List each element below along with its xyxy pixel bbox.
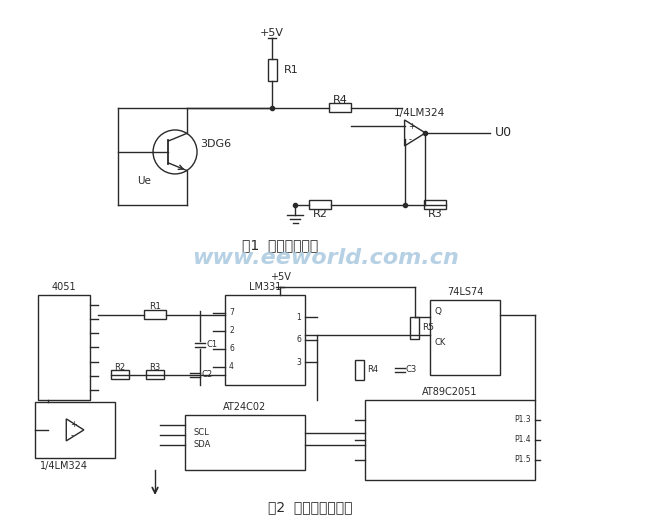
Text: 4: 4: [229, 363, 234, 371]
Text: 2: 2: [229, 326, 234, 336]
FancyBboxPatch shape: [424, 200, 446, 209]
Bar: [38, 295, 90, 400]
Text: 7: 7: [229, 308, 234, 318]
Text: SDA: SDA: [193, 440, 211, 450]
Bar: [35, 402, 115, 458]
Text: AT24C02: AT24C02: [224, 402, 267, 412]
Text: -: -: [70, 431, 73, 440]
Text: C3: C3: [406, 365, 417, 375]
Text: R4: R4: [367, 365, 378, 375]
Text: 图1  测量放大电路: 图1 测量放大电路: [242, 238, 318, 252]
Text: U0: U0: [495, 126, 512, 139]
Text: 6: 6: [229, 344, 234, 353]
Text: C1: C1: [206, 340, 217, 350]
FancyBboxPatch shape: [329, 104, 351, 112]
Text: www.eeworld.com.cn: www.eeworld.com.cn: [192, 248, 460, 268]
Text: P1.3: P1.3: [514, 415, 531, 424]
Bar: [225, 295, 305, 385]
Text: R5: R5: [422, 323, 434, 333]
Text: R1: R1: [284, 65, 299, 75]
FancyBboxPatch shape: [111, 370, 129, 379]
Text: R2: R2: [115, 364, 126, 372]
Text: 3: 3: [296, 358, 301, 367]
Text: Ue: Ue: [137, 176, 151, 186]
Bar: [430, 300, 500, 375]
Text: R4: R4: [333, 95, 348, 105]
Text: +5V: +5V: [269, 272, 290, 282]
Text: 1/4LM324: 1/4LM324: [394, 108, 445, 118]
Text: P1.4: P1.4: [514, 436, 531, 444]
Text: P1.5: P1.5: [514, 455, 531, 464]
Text: -: -: [409, 135, 411, 144]
Text: 1/4LM324: 1/4LM324: [40, 461, 88, 471]
Bar: [365, 400, 535, 480]
Text: CK: CK: [435, 338, 447, 347]
FancyBboxPatch shape: [144, 310, 166, 320]
Text: 1: 1: [296, 313, 301, 322]
Text: 3DG6: 3DG6: [200, 139, 231, 149]
Text: 图2  检测与处理电路: 图2 检测与处理电路: [268, 500, 352, 514]
FancyBboxPatch shape: [267, 59, 276, 81]
Text: 74LS74: 74LS74: [447, 287, 483, 297]
Text: AT89C2051: AT89C2051: [422, 387, 478, 397]
Text: Q: Q: [435, 307, 442, 316]
Text: R3: R3: [428, 209, 442, 219]
Text: +: +: [409, 122, 415, 131]
Bar: [185, 415, 305, 470]
Text: C2: C2: [201, 370, 212, 379]
Text: R1: R1: [149, 303, 161, 311]
FancyBboxPatch shape: [309, 200, 331, 209]
Text: 6: 6: [296, 336, 301, 344]
Text: SCL: SCL: [193, 428, 209, 437]
Text: +5V: +5V: [260, 28, 284, 38]
Text: +: +: [70, 420, 77, 429]
FancyBboxPatch shape: [146, 370, 164, 379]
FancyBboxPatch shape: [411, 317, 419, 339]
Text: LM331: LM331: [249, 282, 281, 292]
Text: R3: R3: [149, 364, 160, 372]
Text: R2: R2: [312, 209, 327, 219]
FancyBboxPatch shape: [355, 360, 364, 380]
Text: 4051: 4051: [52, 282, 76, 292]
